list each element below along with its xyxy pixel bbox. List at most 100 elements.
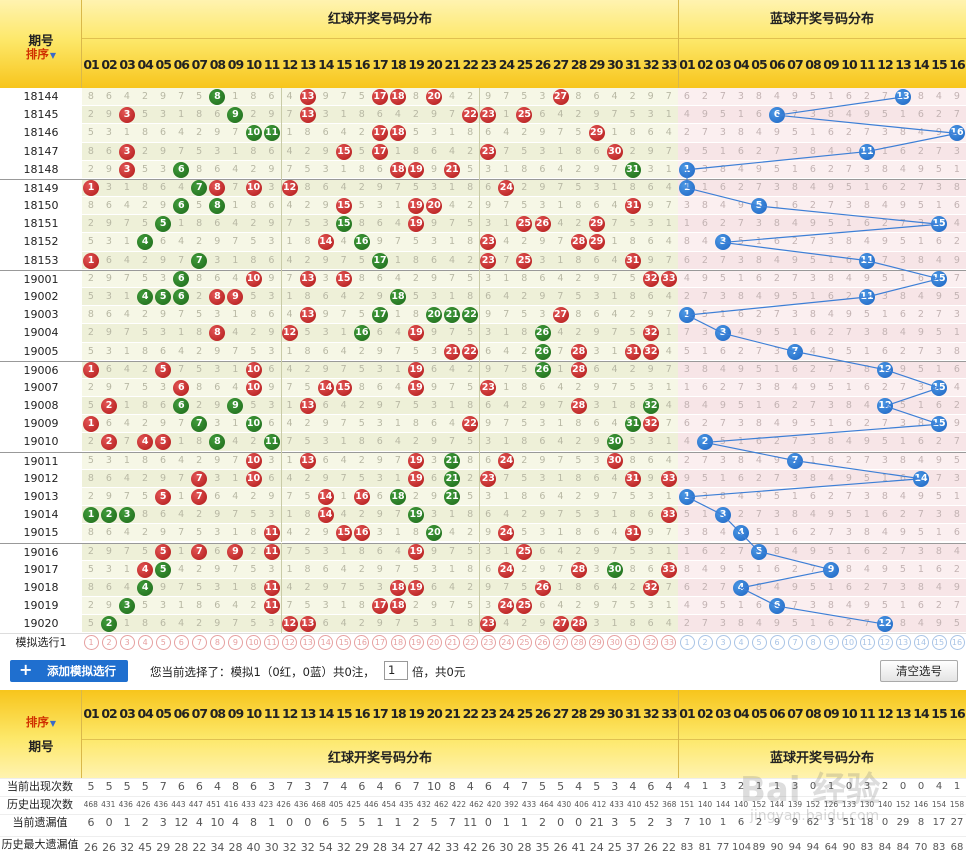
omission-cell: 3 xyxy=(773,509,780,521)
simulate-red-ball[interactable]: 21 xyxy=(444,635,460,650)
group-divider xyxy=(479,215,481,234)
sort-toggle[interactable]: 排序▼ xyxy=(0,46,82,62)
multiplier-input[interactable]: 1 xyxy=(384,661,408,680)
omission-cell: 2 xyxy=(521,290,528,302)
simulate-red-ball[interactable]: 19 xyxy=(408,635,424,650)
simulate-red-ball[interactable]: 32 xyxy=(643,635,659,650)
omission-cell: 5 xyxy=(141,381,149,393)
simulate-red-ball[interactable]: 18 xyxy=(390,635,406,650)
simulate-blue-ball[interactable]: 9 xyxy=(823,635,839,650)
stats-blue-cell: 62 xyxy=(806,817,820,828)
group-divider xyxy=(479,469,481,488)
simulate-blue-ball[interactable]: 8 xyxy=(805,635,821,650)
stats-red-cell: 436 xyxy=(293,800,309,809)
simulate-red-ball[interactable]: 33 xyxy=(661,635,677,650)
stats-red-cell: 3 xyxy=(268,780,276,793)
omission-cell: 7 xyxy=(232,454,239,466)
table-row: 19020 5 1 8 6 4 2 9 7 5 3 6 4 2 9 7 5 3 1 8 4 2 9 3 1 8 6 4 2 7 3 8 4 9 5 1… xyxy=(0,615,966,634)
simulate-red-ball[interactable]: 30 xyxy=(607,635,623,650)
simulate-red-ball[interactable]: 23 xyxy=(480,635,496,650)
clear-selection-button[interactable]: 清空选号 xyxy=(880,660,958,682)
omission-cell: 5 xyxy=(196,91,203,102)
simulate-red-ball[interactable]: 9 xyxy=(227,635,243,650)
blue-ball: 5 xyxy=(751,198,767,215)
omission-cell: 6 xyxy=(485,454,492,466)
omission-cell: 5 xyxy=(250,400,257,412)
omission-cell: 2 xyxy=(737,345,744,357)
group-divider xyxy=(479,342,481,361)
simulate-red-ball[interactable]: 11 xyxy=(264,635,280,650)
simulate-red-ball[interactable]: 26 xyxy=(535,635,550,650)
simulate-red-ball[interactable]: 4 xyxy=(137,635,153,650)
omission-cell: 9 xyxy=(647,91,654,102)
simulate-red-ball[interactable]: 22 xyxy=(462,635,478,650)
omission-cell: 4 xyxy=(232,272,239,284)
simulate-red-ball[interactable]: 8 xyxy=(209,635,225,650)
omission-cell: 2 xyxy=(683,127,690,139)
simulate-red-ball[interactable]: 3 xyxy=(119,635,135,650)
simulate-blue-ball[interactable]: 3 xyxy=(715,635,731,650)
simulate-blue-ball[interactable]: 4 xyxy=(733,635,749,650)
omission-cell: 6 xyxy=(322,127,329,139)
simulate-red-ball[interactable]: 6 xyxy=(173,635,189,650)
omission-cell: 1 xyxy=(791,327,798,339)
group-divider xyxy=(479,578,481,598)
omission-cell: 1 xyxy=(232,309,239,321)
omission-cell: 6 xyxy=(935,236,942,248)
omission-cell: 7 xyxy=(701,290,708,302)
omission-cell: 6 xyxy=(953,200,960,212)
red-area-bg xyxy=(82,560,678,579)
simulate-red-ball[interactable]: 7 xyxy=(191,635,207,650)
omission-cell: 3 xyxy=(845,200,852,212)
omission-cell: 8 xyxy=(87,145,94,157)
period-cell: 18151 xyxy=(0,215,82,234)
simulate-red-ball[interactable]: 29 xyxy=(589,635,605,650)
simulate-red-ball[interactable]: 16 xyxy=(354,635,370,650)
table-row: 18153 6 4 2 9 7 3 1 8 6 4 2 9 7 5 1 8 6 4 2 7 3 1 8 6 4 9 7 6 2 7 3 8 4 9 5… xyxy=(0,251,966,270)
omission-cell: 7 xyxy=(845,163,852,175)
simulate-red-ball[interactable]: 17 xyxy=(372,635,388,650)
simulate-blue-ball[interactable]: 2 xyxy=(697,635,713,650)
simulate-blue-ball[interactable]: 13 xyxy=(895,635,911,650)
simulate-blue-ball[interactable]: 15 xyxy=(931,635,947,650)
omission-cell: 7 xyxy=(665,145,672,157)
simulate-blue-ball[interactable]: 1 xyxy=(679,635,695,650)
simulate-red-ball[interactable]: 5 xyxy=(155,635,171,650)
red-ball: 30 xyxy=(606,434,623,451)
simulate-blue-ball[interactable]: 6 xyxy=(769,635,785,650)
omission-cell: 8 xyxy=(196,600,203,612)
simulate-blue-ball[interactable]: 11 xyxy=(859,635,875,650)
omission-cell: 7 xyxy=(791,600,798,612)
simulate-red-ball[interactable]: 10 xyxy=(246,635,262,650)
simulate-red-ball[interactable]: 27 xyxy=(553,635,569,650)
simulate-blue-ball[interactable]: 7 xyxy=(787,635,803,650)
omission-cell: 4 xyxy=(701,563,708,575)
group-divider xyxy=(479,524,481,543)
omission-cell: 8 xyxy=(250,581,257,593)
omission-cell: 8 xyxy=(141,454,149,466)
sort-toggle-bottom[interactable]: 排序▼ xyxy=(0,714,82,730)
simulate-red-ball[interactable]: 25 xyxy=(516,635,532,650)
simulate-red-ball[interactable]: 13 xyxy=(300,635,316,650)
omission-cell: 5 xyxy=(412,181,419,193)
simulate-red-ball[interactable]: 20 xyxy=(426,635,442,650)
simulate-red-ball[interactable]: 2 xyxy=(101,635,117,650)
simulate-red-ball[interactable]: 15 xyxy=(336,635,352,650)
simulate-blue-ball[interactable]: 5 xyxy=(751,635,767,650)
simulate-blue-ball[interactable]: 16 xyxy=(949,635,965,650)
simulate-blue-ball[interactable]: 10 xyxy=(841,635,857,650)
simulate-red-ball[interactable]: 24 xyxy=(498,635,514,650)
simulate-red-ball[interactable]: 1 xyxy=(83,635,99,650)
omission-cell: 7 xyxy=(232,618,239,630)
simulate-red-ball[interactable]: 14 xyxy=(318,635,334,650)
omission-cell: 8 xyxy=(719,163,726,175)
simulate-blue-ball[interactable]: 12 xyxy=(877,635,893,650)
simulate-red-ball[interactable]: 28 xyxy=(571,635,587,650)
omission-cell: 8 xyxy=(755,418,762,430)
simulate-blue-ball[interactable]: 14 xyxy=(913,635,929,650)
add-simulate-button[interactable]: + 添加模拟选行 xyxy=(10,660,128,682)
simulate-red-ball[interactable]: 12 xyxy=(282,635,298,650)
omission-cell: 6 xyxy=(430,418,437,430)
red-ball: 19 xyxy=(408,579,425,596)
simulate-red-ball[interactable]: 31 xyxy=(625,635,641,650)
